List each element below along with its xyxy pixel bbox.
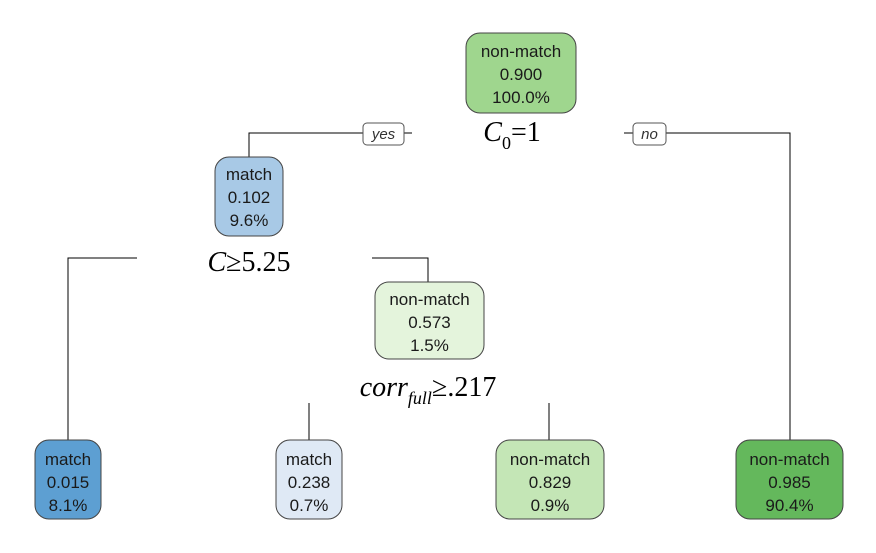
split-root-var: C xyxy=(483,117,502,148)
no-tag-label: no xyxy=(641,126,658,143)
split-n2-op: ≥ xyxy=(226,247,241,278)
node-n3-prob: 0.573 xyxy=(408,313,451,332)
leaf-2-pct: 0.7% xyxy=(290,496,329,515)
node-n2-class: match xyxy=(226,165,272,184)
node-root-box xyxy=(465,32,577,114)
node-root-class: non-match xyxy=(481,42,561,61)
node-root: non-match 0.900 100.0% xyxy=(465,32,577,114)
leaf-1-prob: 0.015 xyxy=(47,473,90,492)
edge-root-no xyxy=(666,132,791,440)
leaf-4-class: non-match xyxy=(749,450,829,469)
leaf-1-pct: 8.1% xyxy=(49,496,88,515)
split-root-sub: 0 xyxy=(502,133,511,153)
leaf-2-class: match xyxy=(286,450,332,469)
node-n3-class: non-match xyxy=(389,290,469,309)
edge-n2-no xyxy=(372,257,429,282)
leaf-1: match 0.015 8.1% xyxy=(34,439,102,520)
node-root-pct: 100.0% xyxy=(492,88,550,107)
tree-edges xyxy=(67,132,791,440)
leaf-4-box xyxy=(735,439,844,520)
leaf-3: non-match 0.829 0.9% xyxy=(495,439,605,520)
leaf-4: non-match 0.985 90.4% xyxy=(735,439,844,520)
leaf-1-box xyxy=(34,439,102,520)
leaf-4-prob: 0.985 xyxy=(768,473,811,492)
split-n3-op: ≥ xyxy=(432,372,447,403)
edge-root-yes xyxy=(248,132,363,157)
node-n2-box xyxy=(214,156,284,237)
split-n2-var: C xyxy=(207,247,226,278)
split-n2-val: 5.25 xyxy=(242,247,291,278)
leaf-3-box xyxy=(495,439,605,520)
split-n3-sub: full xyxy=(408,388,432,408)
node-n2-prob: 0.102 xyxy=(228,188,271,207)
node-root-prob: 0.900 xyxy=(500,65,543,84)
leaf-2-prob: 0.238 xyxy=(288,473,331,492)
yes-tag: yes xyxy=(362,122,405,146)
node-n3-box xyxy=(374,281,485,360)
split-n3: corrfull≥.217 xyxy=(360,372,497,408)
split-n3-val: .217 xyxy=(447,372,496,403)
leaf-3-pct: 0.9% xyxy=(531,496,570,515)
split-root-op: = xyxy=(511,117,527,148)
split-root-val: 1 xyxy=(527,117,541,148)
node-n2-pct: 9.6% xyxy=(230,211,269,230)
leaf-2: match 0.238 0.7% xyxy=(275,439,343,520)
split-n3-var: corr xyxy=(360,372,408,403)
leaf-3-class: non-match xyxy=(510,450,590,469)
edge-n2-yes xyxy=(67,257,137,440)
node-n3-pct: 1.5% xyxy=(410,336,449,355)
node-n3: non-match 0.573 1.5% xyxy=(374,281,485,360)
node-n2: match 0.102 9.6% xyxy=(214,156,284,237)
split-root: C0=1 xyxy=(483,117,540,153)
no-tag: no xyxy=(632,122,667,146)
leaf-3-prob: 0.829 xyxy=(529,473,572,492)
yes-tag-label: yes xyxy=(371,126,396,143)
leaf-4-pct: 90.4% xyxy=(765,496,813,515)
split-n2: C≥5.25 xyxy=(207,247,290,278)
leaf-2-box xyxy=(275,439,343,520)
leaf-1-class: match xyxy=(45,450,91,469)
